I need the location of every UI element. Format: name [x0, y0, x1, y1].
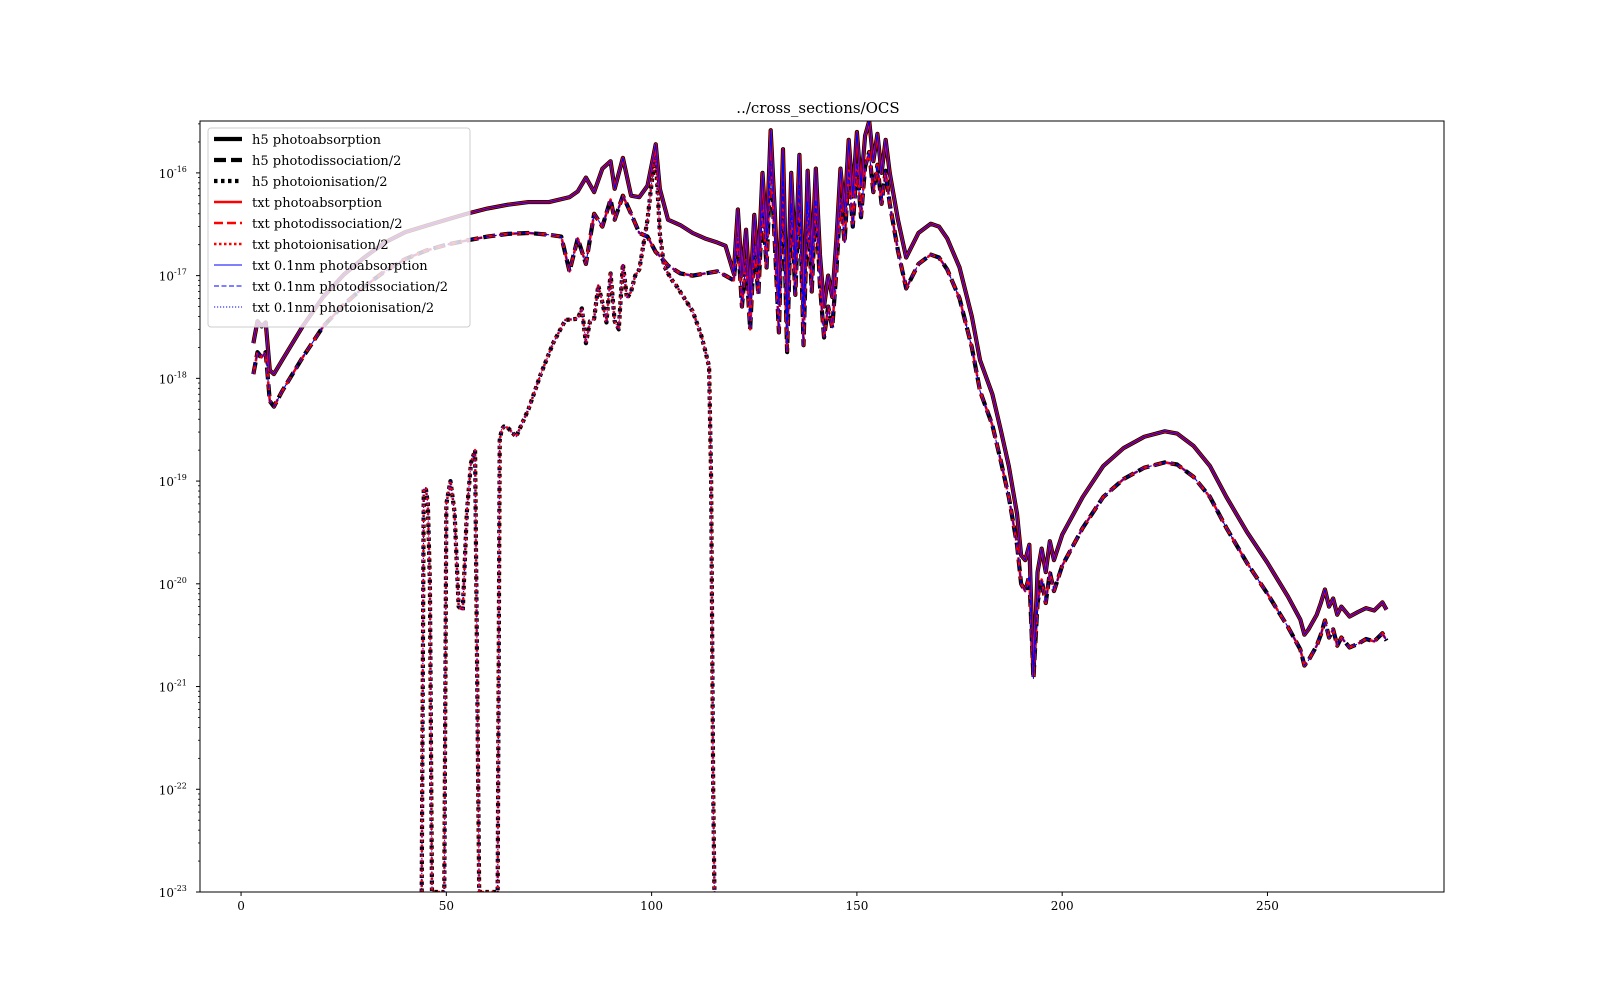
y-tick-exponent: -20	[174, 576, 187, 585]
y-tick-label: 10	[159, 578, 174, 592]
legend-label: h5 photoabsorption	[252, 133, 382, 148]
legend-label: txt photoionisation/2	[252, 238, 389, 253]
series-lines	[251, 121, 1389, 892]
series-line-txt-0-1nm-photoabsorption	[252, 121, 1388, 676]
series-line-txt-0-1nm-photoionisation-2	[421, 154, 715, 892]
y-tick-base: 10	[159, 681, 174, 695]
series-line-txt-photoionisation-2	[420, 153, 716, 892]
legend-label: h5 photoionisation/2	[252, 175, 388, 190]
legend-box	[207, 127, 471, 328]
y-tick-label: 10	[159, 783, 174, 797]
legend: h5 photoabsorption h5 photodissociation/2…	[207, 127, 471, 328]
series-line-txt-0-1nm-photodissociation-2	[252, 151, 1388, 679]
y-tick-base: 10	[159, 578, 174, 592]
y-tick-exponent: -19	[174, 473, 187, 482]
x-tick-label: 200	[1051, 899, 1074, 913]
y-tick-base: 10	[159, 167, 174, 181]
y-tick-base: 10	[159, 783, 174, 797]
legend-label: txt 0.1nm photoionisation/2	[252, 301, 434, 316]
y-tick-base: 10	[159, 372, 174, 386]
y-tick-label: 10	[159, 886, 174, 900]
y-tick-exponent: -22	[174, 781, 187, 790]
y-tick-label: 10	[159, 372, 174, 386]
y-tick-label: 10	[159, 270, 174, 284]
y-tick-label: 10	[159, 475, 174, 489]
y-tick-label: 10	[159, 681, 174, 695]
x-tick-label: 50	[439, 899, 454, 913]
y-tick-label: 10	[159, 167, 174, 181]
y-tick-exponent: -17	[174, 268, 187, 277]
x-tick-label: 250	[1256, 899, 1279, 913]
legend-label: txt 0.1nm photodissociation/2	[252, 280, 448, 295]
legend-label: txt 0.1nm photoabsorption	[252, 259, 428, 274]
legend-label: txt photoabsorption	[252, 196, 383, 211]
axes: 0 50 100 150 200 25010-2310-2210-2110-2010-19…	[159, 120, 1445, 913]
x-tick-label: 0	[237, 899, 245, 913]
axes-frame	[199, 120, 1445, 893]
y-tick-base: 10	[159, 886, 174, 900]
x-tick-label: 150	[845, 899, 868, 913]
plot-area	[251, 121, 1389, 892]
y-tick-base: 10	[159, 270, 174, 284]
legend-label: txt photodissociation/2	[252, 217, 403, 232]
x-tick-label: 100	[640, 899, 663, 913]
y-tick-exponent: -16	[174, 165, 187, 174]
y-tick-exponent: -23	[174, 884, 187, 893]
chart-title: ../cross_sections/OCS	[736, 99, 899, 117]
legend-label: h5 photodissociation/2	[252, 154, 401, 169]
y-tick-base: 10	[159, 475, 174, 489]
y-tick-exponent: -18	[174, 370, 187, 379]
y-tick-exponent: -21	[174, 679, 187, 688]
